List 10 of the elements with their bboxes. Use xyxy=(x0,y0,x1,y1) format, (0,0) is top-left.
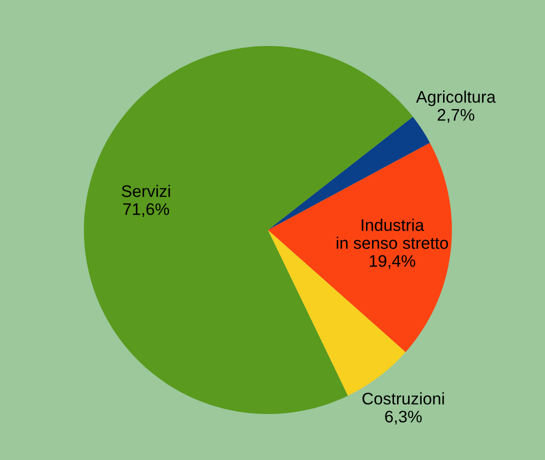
slice-label: Industria in senso stretto xyxy=(336,218,448,249)
pie-slice xyxy=(268,116,430,230)
slice-label: Costruzioni xyxy=(362,392,444,405)
slice-label: Servizi xyxy=(122,184,170,198)
pie-slice xyxy=(268,142,452,352)
slice-label: Agricoltura xyxy=(416,90,496,106)
data-label: 19,4% xyxy=(370,255,416,269)
data-label: 2,7% xyxy=(438,108,474,123)
data-label: 6,3% xyxy=(385,410,422,424)
data-label: 71,6% xyxy=(123,203,170,218)
